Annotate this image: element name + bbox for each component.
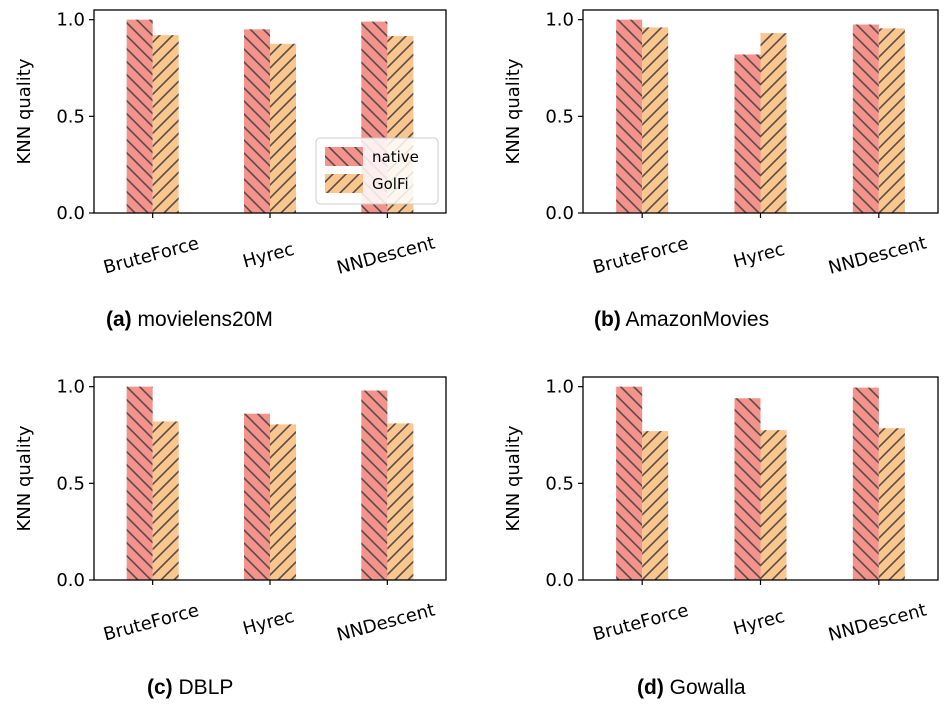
x-tick-label: Hyrec [241, 606, 297, 640]
caption-a: (a) movielens20M [106, 308, 273, 332]
bar-golfi-hatch [270, 43, 296, 214]
plot-frame [93, 9, 447, 214]
x-tick-label: BruteForce [101, 233, 201, 279]
y-tick-label: 1.0 [545, 377, 574, 398]
plot-frame [93, 376, 447, 581]
bar-native-hatch [126, 19, 153, 213]
x-tick-label: Hyrec [241, 239, 297, 273]
y-axis-label: KNN quality [14, 425, 35, 531]
y-tick-label: 1.0 [545, 10, 574, 31]
x-tick-label: BruteForce [101, 600, 201, 646]
bar-native-hatch [244, 413, 270, 580]
plot-frame [582, 376, 939, 581]
bar-golfi-hatch [760, 33, 787, 214]
plot-panel: BruteForce Hyrec NNDescent 0.0 0.5 1.0 KNN qua… [503, 9, 939, 279]
bar-native-hatch [361, 390, 388, 580]
bar-golfi-hatch [387, 423, 414, 580]
plot-panel: BruteForce Hyrec NNDescent 0.0 0.5 1.0 KNN qua… [14, 9, 447, 279]
x-tick-label: BruteForce [591, 600, 691, 646]
x-tick-label: NNDescent [335, 233, 438, 279]
bar-native-hatch [852, 24, 879, 213]
y-tick-label: 0.0 [545, 203, 574, 224]
y-tick-label: 0.5 [545, 106, 574, 127]
legend: native GolFi [315, 137, 439, 205]
bar-golfi-hatch [878, 428, 905, 580]
y-tick-label: 0.0 [545, 570, 574, 591]
bar-native-hatch [852, 387, 879, 580]
legend-swatch-native-hatch [325, 147, 363, 166]
y-axis-label: KNN quality [503, 58, 524, 164]
x-tick-label: NNDescent [826, 600, 929, 646]
caption-c-text: DBLP [178, 676, 234, 699]
x-tick-label: NNDescent [335, 600, 438, 646]
y-tick-label: 0.0 [56, 203, 85, 224]
bar-native-hatch [734, 398, 761, 580]
y-axis-label: KNN quality [14, 58, 35, 164]
y-tick-label: 0.5 [56, 106, 85, 127]
legend-swatch-golfi-hatch [325, 174, 363, 193]
y-tick-label: 0.5 [56, 473, 85, 494]
x-tick-label: Hyrec [731, 606, 787, 640]
caption-b: (b) AmazonMovies [594, 308, 769, 332]
caption-a-label: (a) [106, 308, 132, 331]
caption-c: (c) DBLP [147, 676, 233, 700]
bar-golfi-hatch [878, 28, 905, 213]
bar-golfi-hatch [152, 35, 179, 214]
caption-b-label: (b) [594, 308, 621, 331]
legend-label-native: native [372, 148, 419, 166]
caption-d: (d) Gowalla [637, 676, 746, 700]
caption-d-label: (d) [637, 676, 664, 699]
bar-native-hatch [734, 54, 761, 213]
bar-native-hatch [616, 386, 643, 580]
x-tick-label: BruteForce [591, 233, 691, 279]
y-tick-label: 0.0 [56, 570, 85, 591]
y-tick-label: 1.0 [56, 10, 85, 31]
x-tick-label: NNDescent [826, 233, 929, 279]
legend-label-golfi: GolFi [372, 175, 409, 193]
caption-a-text: movielens20M [137, 308, 273, 331]
caption-d-text: Gowalla [669, 676, 746, 699]
y-tick-label: 1.0 [56, 377, 85, 398]
plot-panel: BruteForce Hyrec NNDescent 0.0 0.5 1.0 KNN qua… [14, 376, 447, 646]
bar-golfi-hatch [152, 421, 179, 580]
bar-native-hatch [126, 386, 153, 580]
bar-native-hatch [616, 19, 643, 213]
bar-golfi-hatch [642, 431, 669, 580]
bar-native-hatch [244, 29, 270, 214]
bar-golfi-hatch [760, 430, 787, 580]
plot-panel: BruteForce Hyrec NNDescent 0.0 0.5 1.0 KNN qua… [503, 376, 939, 646]
y-tick-label: 0.5 [545, 473, 574, 494]
x-tick-label: Hyrec [731, 239, 787, 273]
y-axis-label: KNN quality [503, 425, 524, 531]
caption-c-label: (c) [147, 676, 173, 699]
plot-frame [582, 9, 939, 214]
bar-golfi-hatch [642, 27, 669, 214]
caption-b-text: AmazonMovies [625, 308, 770, 331]
bar-golfi-hatch [270, 424, 296, 580]
